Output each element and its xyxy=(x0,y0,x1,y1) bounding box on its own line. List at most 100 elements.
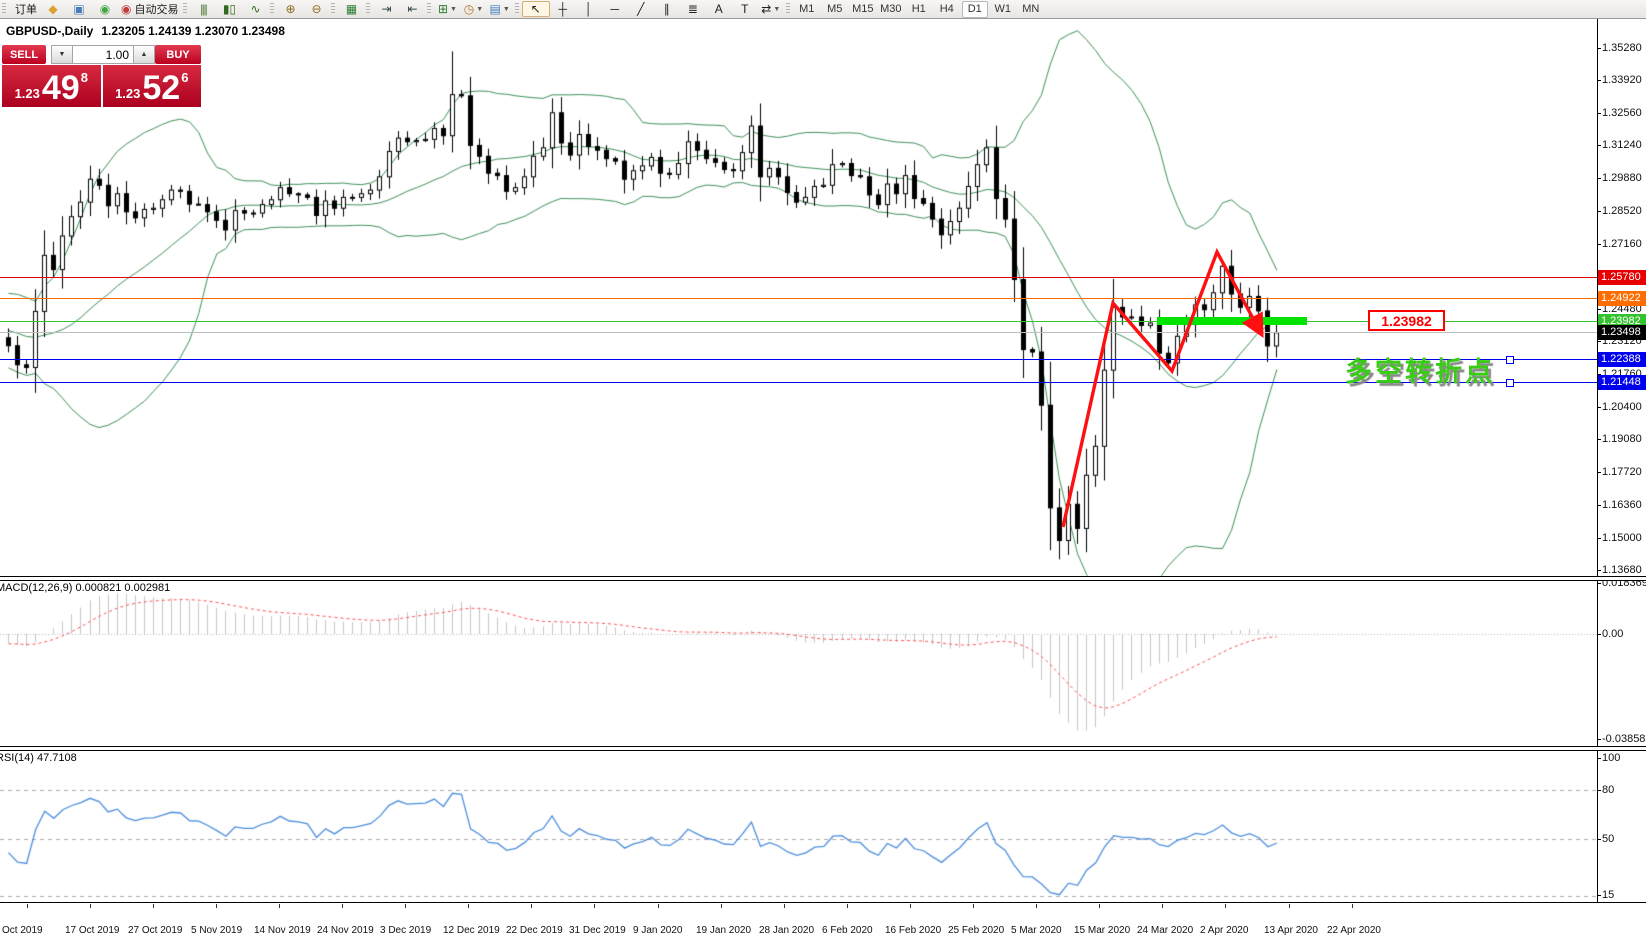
chart-title: GBPUSD-,Daily 1.23205 1.24139 1.23070 1.2… xyxy=(6,24,285,38)
timeframe-m1-button[interactable]: M1 xyxy=(799,2,815,15)
turning-point-text-annotation[interactable]: 多空转折点 xyxy=(1345,357,1495,388)
toolbar-handle xyxy=(785,3,790,15)
toolbar-group: ||| ▮▯ ∿ xyxy=(181,0,268,18)
rsi-indicator-label: RSI(14) 47.7108 xyxy=(0,752,77,764)
new-order-icon[interactable]: ▣ xyxy=(66,1,92,17)
dropdown-arrow-icon[interactable]: ▼ xyxy=(476,5,484,13)
channel-icon[interactable]: ∥ xyxy=(654,1,680,17)
lot-size-input[interactable] xyxy=(73,45,133,64)
timeframe-h1-button[interactable]: H1 xyxy=(911,2,926,15)
timeframe-d1-button[interactable]: D1 xyxy=(961,0,988,18)
trendline-icon[interactable]: ╱ xyxy=(628,1,654,17)
chart-shift-icon[interactable]: ⇤ xyxy=(399,1,425,17)
macd-rsi-separator[interactable] xyxy=(0,746,1646,751)
text-label-icon[interactable]: T xyxy=(732,1,758,17)
macd-axis-tick-label: -0.038585 xyxy=(1602,733,1646,745)
price-axis-tick-mark xyxy=(1597,374,1601,375)
new-order-icon: ▣ xyxy=(73,2,85,16)
buy-price-display[interactable]: 1.23 52 6 xyxy=(102,65,201,107)
horizontal-level-line[interactable] xyxy=(0,359,1597,360)
date-axis-tick-mark xyxy=(721,904,722,908)
seal-icon[interactable]: ◆ xyxy=(40,1,66,17)
periods-icon[interactable]: ◷ ▼ xyxy=(460,1,486,17)
horizontal-level-line[interactable] xyxy=(0,332,1597,333)
timeframe-m15-button[interactable]: M15 xyxy=(852,2,874,15)
line-selection-handle[interactable] xyxy=(1506,356,1514,364)
tile-windows-icon[interactable]: ▦ xyxy=(338,1,364,17)
toolbar-handle xyxy=(2,3,6,15)
horizontal-line-icon: ─ xyxy=(610,2,620,16)
buy-button[interactable]: BUY xyxy=(155,45,201,64)
cursor-icon[interactable]: ↖ xyxy=(521,1,550,17)
macd-axis-tick-label: 0.00 xyxy=(1602,628,1624,640)
price-axis-badge: 1.21448 xyxy=(1598,375,1646,390)
candle-chart-icon[interactable]: ▮▯ xyxy=(216,1,242,17)
date-axis-tick-mark xyxy=(1162,904,1163,908)
zoom-out-icon[interactable]: ⊖ xyxy=(303,1,329,17)
thick-green-support-line[interactable] xyxy=(1157,317,1307,325)
timeframe-h4-button[interactable]: H4 xyxy=(939,2,954,15)
date-axis-label: 31 Dec 2019 xyxy=(569,925,626,936)
add-indicator-icon[interactable]: ⊞ ▼ xyxy=(434,1,460,17)
crosshair-icon[interactable]: ┼ xyxy=(550,1,576,17)
price-axis-tick-mark xyxy=(1597,309,1601,310)
horizontal-level-line[interactable] xyxy=(0,382,1597,383)
date-axis-label: 14 Nov 2019 xyxy=(254,925,311,936)
text-icon: A xyxy=(714,2,723,16)
signal-icon: ◉ xyxy=(99,2,111,16)
line-chart-icon[interactable]: ∿ xyxy=(242,1,268,17)
horizontal-level-line[interactable] xyxy=(0,277,1597,278)
macd-axis-tick-mark xyxy=(1597,634,1601,635)
toolbar-group: ⊞ ▼ ◷ ▼ ▤ ▼ xyxy=(425,0,512,18)
lot-decrease-button[interactable]: ▼ xyxy=(51,45,73,64)
rsi-axis-tick-mark xyxy=(1597,895,1601,896)
chart-macd-separator[interactable] xyxy=(0,576,1646,581)
dropdown-arrow-icon[interactable]: ▼ xyxy=(773,5,781,13)
timeframe-w1-button[interactable]: W1 xyxy=(994,2,1012,15)
horizontal-level-line[interactable] xyxy=(0,298,1597,299)
bar-chart-icon[interactable]: ||| xyxy=(190,1,216,17)
horizontal-level-line[interactable] xyxy=(0,321,1597,322)
price-axis-tick-mark xyxy=(1597,244,1601,245)
price-axis-tick-mark xyxy=(1597,570,1601,571)
timeframe-m5-button[interactable]: M5 xyxy=(827,2,843,15)
price-axis-tick-label: 1.16360 xyxy=(1602,499,1642,511)
timeframe-mn-button[interactable]: MN xyxy=(1022,2,1040,15)
dropdown-arrow-icon[interactable]: ▼ xyxy=(502,5,510,13)
price-axis-tick-label: 1.20400 xyxy=(1602,401,1642,413)
date-axis-tick-mark xyxy=(1036,904,1037,908)
horizontal-line-icon[interactable]: ─ xyxy=(602,1,628,17)
fibonacci-icon[interactable]: ≣ xyxy=(680,1,706,17)
price-level-callout-box[interactable]: 1.23982 xyxy=(1368,310,1445,331)
sell-price-pips: 8 xyxy=(80,70,88,85)
sell-price-display[interactable]: 1.23 49 8 xyxy=(2,65,101,107)
order-button[interactable]: 订单 xyxy=(15,4,37,16)
price-axis-tick-mark xyxy=(1597,48,1601,49)
templates-icon[interactable]: ▤ ▼ xyxy=(486,1,512,17)
arrows-icon[interactable]: ⇄ ▼ xyxy=(758,1,784,17)
seal-icon: ◆ xyxy=(48,2,58,16)
autotrade-button[interactable]: ◉ 自动交易 xyxy=(121,2,179,16)
timeframe-m30-button[interactable]: M30 xyxy=(880,2,902,15)
vertical-line-icon[interactable]: │ xyxy=(576,1,602,17)
signal-icon[interactable]: ◉ xyxy=(92,1,118,17)
sell-button[interactable]: SELL xyxy=(2,45,46,64)
price-axis-tick-label: 1.17720 xyxy=(1602,466,1642,478)
price-axis-tick-mark xyxy=(1597,341,1601,342)
text-icon[interactable]: A xyxy=(706,1,732,17)
rsi-axis-tick-mark xyxy=(1597,839,1601,840)
toolbar-handle xyxy=(331,3,336,15)
date-axis-label: 6 Feb 2020 xyxy=(822,925,873,936)
date-axis-tick-mark xyxy=(1099,904,1100,908)
price-axis-tick-mark xyxy=(1597,178,1601,179)
line-selection-handle[interactable] xyxy=(1506,379,1514,387)
zoom-in-icon[interactable]: ⊕ xyxy=(277,1,303,17)
dropdown-arrow-icon[interactable]: ▼ xyxy=(450,5,457,13)
price-axis-tick-mark xyxy=(1597,505,1601,506)
date-axis-label: 12 Dec 2019 xyxy=(443,925,500,936)
auto-scroll-icon[interactable]: ⇥ xyxy=(373,1,399,17)
price-axis-tick-mark xyxy=(1597,113,1601,114)
lot-increase-button[interactable]: ▲ xyxy=(133,45,155,64)
